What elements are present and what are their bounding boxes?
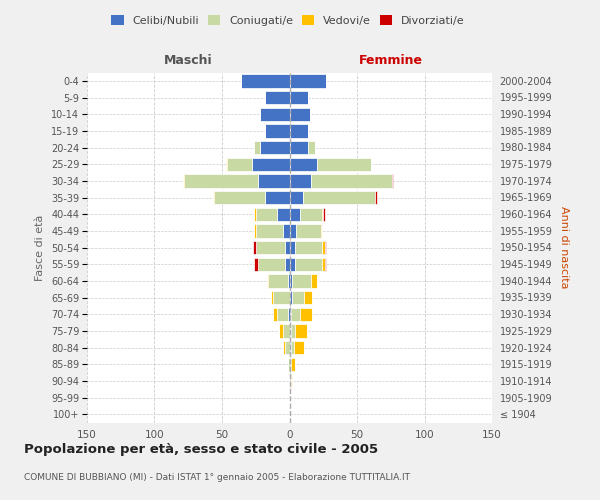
Bar [279,324,283,338]
Bar [290,291,292,304]
Bar [290,191,303,204]
Bar [392,174,394,188]
Bar [303,191,374,204]
Bar [295,258,322,271]
Bar [274,291,290,304]
Bar [260,141,290,154]
Bar [290,374,291,388]
Bar [283,324,290,338]
Bar [290,91,308,104]
Bar [241,74,290,88]
Bar [290,241,295,254]
Bar [253,241,256,254]
Bar [271,291,274,304]
Bar [290,74,326,88]
Bar [304,291,313,304]
Bar [290,258,295,271]
Bar [296,224,320,237]
Bar [292,291,304,304]
Bar [323,208,325,221]
Bar [286,241,290,254]
Bar [290,358,291,371]
Bar [288,358,290,371]
Bar [317,158,371,171]
Bar [226,158,227,171]
Y-axis label: Anni di nascita: Anni di nascita [559,206,569,288]
Bar [268,274,288,287]
Bar [295,241,322,254]
Bar [290,274,292,287]
Bar [290,341,291,354]
Y-axis label: Fasce di età: Fasce di età [35,214,46,280]
Bar [291,358,295,371]
Bar [322,241,325,254]
Bar [212,191,214,204]
Bar [265,124,290,138]
Bar [311,274,317,287]
Bar [290,224,296,237]
Bar [259,258,286,271]
Bar [265,91,290,104]
Bar [290,324,291,338]
Bar [374,191,377,204]
Bar [227,158,252,171]
Bar [254,208,256,221]
Bar [325,241,326,254]
Bar [283,224,290,237]
Bar [214,191,265,204]
Bar [283,341,286,354]
Bar [290,174,311,188]
Bar [274,308,277,321]
Bar [291,324,295,338]
Bar [265,191,290,204]
Bar [183,174,184,188]
Bar [266,274,268,287]
Bar [290,308,291,321]
Bar [254,258,259,271]
Bar [286,341,290,354]
Bar [322,208,323,221]
Bar [254,224,256,237]
Bar [301,308,313,321]
Bar [295,324,307,338]
Text: Maschi: Maschi [164,54,212,66]
Bar [290,108,310,121]
Bar [256,208,277,221]
Bar [259,174,290,188]
Legend: Celibi/Nubili, Coniugati/e, Vedovi/e, Divorziati/e: Celibi/Nubili, Coniugati/e, Vedovi/e, Di… [109,13,467,28]
Bar [288,308,290,321]
Bar [277,208,290,221]
Bar [288,274,290,287]
Bar [311,174,392,188]
Bar [325,258,326,271]
Bar [184,174,259,188]
Bar [290,124,308,138]
Text: Femmine: Femmine [359,54,423,66]
Bar [256,241,286,254]
Bar [291,341,293,354]
Bar [286,258,290,271]
Bar [291,308,301,321]
Bar [322,258,325,271]
Bar [320,224,322,237]
Bar [293,341,304,354]
Bar [292,274,311,287]
Bar [301,208,322,221]
Bar [290,208,301,221]
Text: Popolazione per età, sesso e stato civile - 2005: Popolazione per età, sesso e stato civil… [24,442,378,456]
Bar [260,108,290,121]
Bar [291,374,292,388]
Bar [277,308,288,321]
Bar [290,158,317,171]
Bar [252,158,290,171]
Bar [256,224,283,237]
Bar [290,141,308,154]
Text: COMUNE DI BUBBIANO (MI) - Dati ISTAT 1° gennaio 2005 - Elaborazione TUTTITALIA.I: COMUNE DI BUBBIANO (MI) - Dati ISTAT 1° … [24,473,410,482]
Bar [254,141,260,154]
Bar [308,141,315,154]
